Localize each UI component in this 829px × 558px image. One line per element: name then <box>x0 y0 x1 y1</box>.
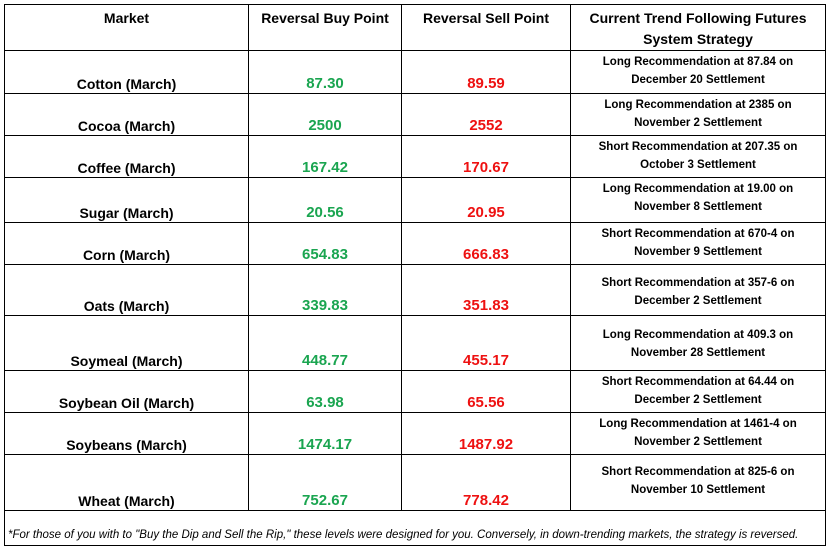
header-market: Market <box>4 4 249 51</box>
table-row: Soybean Oil (March) 63.98 65.56 Short Re… <box>4 370 826 413</box>
market-name: Sugar (March) <box>4 177 249 223</box>
recommendation-line1: Short Recommendation at 670-4 on <box>601 228 795 240</box>
market-name: Cocoa (March) <box>4 93 249 136</box>
recommendation-line1: Short Recommendation at 825-6 on <box>601 466 795 478</box>
market-name: Wheat (March) <box>4 454 249 511</box>
sell-point: 1487.92 <box>401 412 571 455</box>
header-buy-point: Reversal Buy Point <box>248 4 402 51</box>
recommendation-line2: December 2 Settlement <box>634 394 762 406</box>
recommendation-line1: Long Recommendation at 19.00 on <box>602 183 794 195</box>
table-row: Oats (March) 339.83 351.83 Short Recomme… <box>4 264 826 316</box>
recommendation: Long Recommendation at 19.00 on November … <box>570 177 826 223</box>
recommendation: Short Recommendation at 207.35 on October… <box>570 135 826 178</box>
recommendation-line1: Long Recommendation at 1461-4 on <box>599 418 797 430</box>
table-row: Coffee (March) 167.42 170.67 Short Recom… <box>4 135 826 178</box>
reversal-points-table: Market Reversal Buy Point Reversal Sell … <box>4 4 826 546</box>
buy-point: 20.56 <box>248 177 402 223</box>
header-strategy: Current Trend Following Futures System S… <box>570 4 826 51</box>
recommendation-line2: October 3 Settlement <box>640 159 756 171</box>
buy-point: 2500 <box>248 93 402 136</box>
table-row: Soybeans (March) 1474.17 1487.92 Long Re… <box>4 412 826 455</box>
sell-point: 170.67 <box>401 135 571 178</box>
recommendation-line2: November 28 Settlement <box>630 347 766 359</box>
recommendation: Long Recommendation at 87.84 on December … <box>570 50 826 94</box>
table-row: Wheat (March) 752.67 778.42 Short Recomm… <box>4 454 826 511</box>
recommendation: Short Recommendation at 357-6 on December… <box>570 264 826 316</box>
recommendation: Short Recommendation at 64.44 on December… <box>570 370 826 413</box>
recommendation: Short Recommendation at 670-4 on November… <box>570 222 826 265</box>
buy-point: 63.98 <box>248 370 402 413</box>
sell-point: 666.83 <box>401 222 571 265</box>
buy-point: 167.42 <box>248 135 402 178</box>
recommendation-line2: November 2 Settlement <box>634 436 762 448</box>
recommendation: Long Recommendation at 1461-4 on November… <box>570 412 826 455</box>
recommendation-line2: December 2 Settlement <box>634 295 762 307</box>
table-row: Cocoa (March) 2500 2552 Long Recommendat… <box>4 93 826 136</box>
buy-point: 654.83 <box>248 222 402 265</box>
sell-point: 20.95 <box>401 177 571 223</box>
recommendation: Long Recommendation at 2385 on November 2… <box>570 93 826 136</box>
buy-point: 87.30 <box>248 50 402 94</box>
sell-point: 2552 <box>401 93 571 136</box>
recommendation-line2: November 10 Settlement <box>630 484 766 496</box>
market-name: Soymeal (March) <box>4 315 249 371</box>
recommendation-line1: Long Recommendation at 87.84 on <box>602 56 794 68</box>
recommendation-line1: Short Recommendation at 357-6 on <box>601 277 795 289</box>
market-name: Cotton (March) <box>4 50 249 94</box>
table-row: Cotton (March) 87.30 89.59 Long Recommen… <box>4 50 826 94</box>
footnote: *For those of you with to "Buy the Dip a… <box>4 510 826 546</box>
table-row: Corn (March) 654.83 666.83 Short Recomme… <box>4 222 826 265</box>
recommendation-line2: November 9 Settlement <box>634 246 762 258</box>
header-strategy-line1: Current Trend Following Futures <box>589 10 807 26</box>
market-name: Oats (March) <box>4 264 249 316</box>
table-row: Sugar (March) 20.56 20.95 Long Recommend… <box>4 177 826 223</box>
recommendation-line1: Short Recommendation at 64.44 on <box>601 376 795 388</box>
buy-point: 448.77 <box>248 315 402 371</box>
buy-point: 752.67 <box>248 454 402 511</box>
header-row: Market Reversal Buy Point Reversal Sell … <box>4 4 826 51</box>
sell-point: 65.56 <box>401 370 571 413</box>
table-row: Soymeal (March) 448.77 455.17 Long Recom… <box>4 315 826 371</box>
recommendation-line1: Long Recommendation at 409.3 on <box>602 329 794 341</box>
buy-point: 339.83 <box>248 264 402 316</box>
header-strategy-line2: System Strategy <box>643 31 753 47</box>
recommendation: Short Recommendation at 825-6 on November… <box>570 454 826 511</box>
recommendation: Long Recommendation at 409.3 on November … <box>570 315 826 371</box>
market-name: Corn (March) <box>4 222 249 265</box>
footnote-row: *For those of you with to "Buy the Dip a… <box>4 510 826 546</box>
sell-point: 89.59 <box>401 50 571 94</box>
sell-point: 778.42 <box>401 454 571 511</box>
market-name: Coffee (March) <box>4 135 249 178</box>
recommendation-line2: December 20 Settlement <box>631 74 765 86</box>
recommendation-line2: November 8 Settlement <box>634 201 762 213</box>
sell-point: 455.17 <box>401 315 571 371</box>
header-sell-point: Reversal Sell Point <box>401 4 571 51</box>
buy-point: 1474.17 <box>248 412 402 455</box>
market-name: Soybeans (March) <box>4 412 249 455</box>
sell-point: 351.83 <box>401 264 571 316</box>
recommendation-line1: Short Recommendation at 207.35 on <box>598 141 798 153</box>
market-name: Soybean Oil (March) <box>4 370 249 413</box>
recommendation-line1: Long Recommendation at 2385 on <box>604 99 792 111</box>
recommendation-line2: November 2 Settlement <box>634 117 762 129</box>
